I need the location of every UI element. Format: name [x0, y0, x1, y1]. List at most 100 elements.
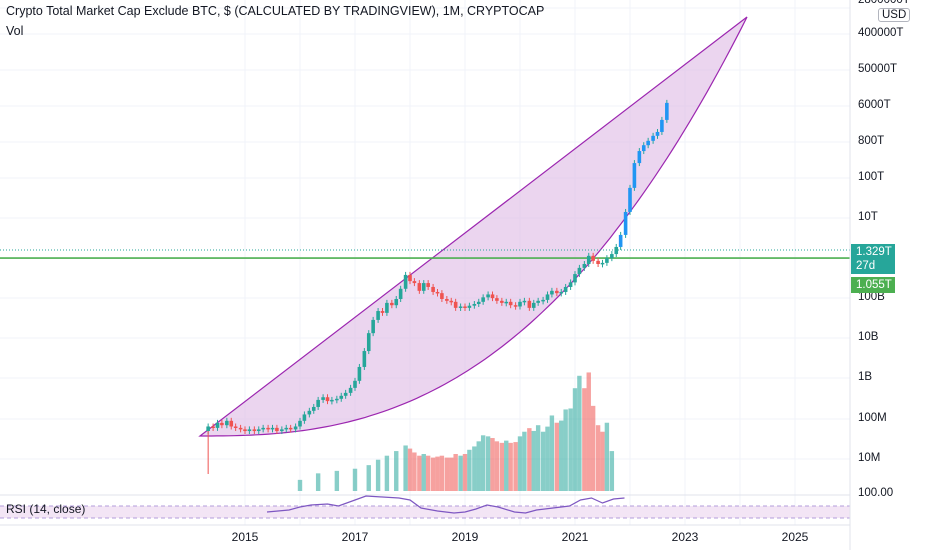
candle — [225, 417, 229, 429]
rsi-band — [0, 505, 850, 519]
candle — [343, 389, 348, 399]
volume-bar — [297, 479, 303, 491]
candle — [288, 424, 293, 433]
volume-bar — [531, 430, 536, 491]
volume-bar — [315, 473, 321, 491]
volume-bar — [430, 457, 436, 491]
candle — [376, 308, 380, 323]
candle — [508, 298, 513, 309]
candle — [610, 251, 614, 262]
candle — [421, 280, 426, 294]
candle — [614, 243, 619, 258]
y-tick-label: 100T — [858, 171, 885, 183]
volume-bar — [412, 452, 417, 491]
volume-bar — [384, 455, 390, 491]
candle — [293, 423, 298, 433]
candle — [440, 290, 444, 302]
candle — [335, 395, 339, 404]
candle — [362, 348, 367, 370]
candle — [646, 137, 650, 149]
candle — [330, 396, 334, 405]
volume-bar — [494, 441, 500, 491]
volume-label: Vol — [6, 24, 24, 38]
volume-bar — [394, 451, 399, 491]
y-tick-label: 6000T — [858, 99, 891, 111]
candle — [339, 392, 344, 402]
candle — [555, 287, 559, 297]
candle — [518, 298, 522, 310]
candle — [307, 407, 312, 418]
candle — [481, 294, 485, 305]
volume-bar — [407, 448, 413, 491]
y-tick-label: 50000T — [858, 63, 898, 75]
y-tick-label: 100M — [858, 412, 887, 424]
candle — [472, 300, 477, 309]
volume-bar — [453, 454, 458, 491]
volume-bar — [513, 442, 518, 491]
candle — [596, 257, 600, 267]
candle — [660, 116, 664, 135]
candle — [435, 288, 440, 297]
y-tick-label: 10T — [858, 211, 878, 223]
candle — [463, 303, 467, 311]
volume-bar — [435, 456, 440, 491]
volume-bar — [600, 431, 605, 491]
volume-bar — [472, 446, 477, 491]
current-price-tag: 1.329T 27d 10h — [851, 244, 895, 286]
chart-title: Crypto Total Market Cap Exclude BTC, $ (… — [6, 4, 545, 18]
volume-bar — [508, 442, 513, 491]
volume-bar — [554, 422, 560, 491]
candle — [394, 296, 399, 309]
volume-bar — [517, 436, 523, 491]
candle — [261, 424, 265, 433]
volume-bar — [504, 440, 509, 491]
candle — [380, 308, 385, 316]
y-tick-label: 1B — [858, 371, 873, 383]
rsi-value: 100.00 — [858, 487, 894, 499]
y-tick-label: 100B — [858, 291, 885, 303]
candle — [449, 297, 454, 306]
candle — [243, 426, 247, 435]
candles — [206, 99, 669, 474]
x-tick-label: 2015 — [231, 530, 259, 544]
level-price-tag: 1.055T — [851, 277, 895, 293]
candle — [559, 288, 564, 297]
rsi-line — [266, 495, 625, 514]
currency-button[interactable]: USD — [878, 8, 911, 22]
volume-bar — [366, 465, 371, 491]
x-tick-label: 2017 — [341, 530, 369, 544]
volume-bar — [577, 375, 582, 491]
candle — [403, 271, 408, 292]
candle — [490, 291, 495, 302]
current-price-value: 1.329T — [856, 246, 892, 258]
volume-bar — [499, 442, 505, 491]
x-tick-label: 2021 — [561, 530, 589, 544]
volume-bar — [375, 459, 381, 491]
candle — [513, 302, 518, 310]
candle — [623, 208, 628, 238]
candle — [573, 271, 577, 286]
volume-bar — [572, 388, 578, 491]
candle — [311, 403, 316, 414]
candle — [398, 285, 403, 302]
x-tick-label: 2019 — [451, 530, 479, 544]
volume-bar — [590, 405, 596, 491]
candle — [284, 424, 289, 433]
candle — [527, 297, 532, 311]
candle — [467, 302, 472, 311]
candle — [618, 231, 623, 250]
candle — [600, 259, 605, 268]
candle — [458, 303, 463, 311]
volume-bar — [417, 455, 422, 491]
candle — [252, 426, 257, 435]
candle — [665, 99, 669, 123]
candle — [637, 148, 642, 167]
candle — [215, 419, 220, 431]
volume-bars — [297, 372, 615, 491]
candle — [385, 299, 389, 316]
candle — [582, 260, 587, 271]
volume-bar — [595, 425, 601, 491]
candle — [563, 283, 568, 295]
candle — [325, 394, 330, 405]
